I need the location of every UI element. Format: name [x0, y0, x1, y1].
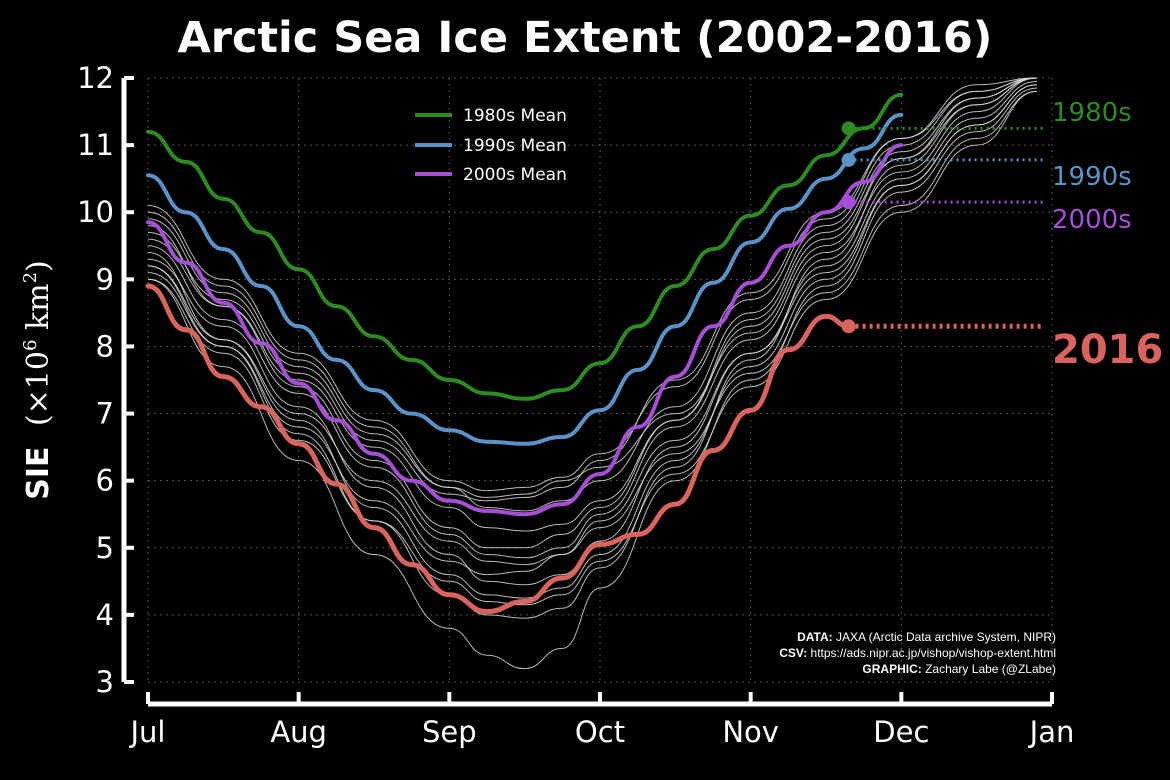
x-tick-label-nov: Nov: [722, 715, 779, 749]
y-axis-label: SIE (×106 km2): [20, 260, 56, 500]
series-line-2016: [145, 283, 852, 614]
tick-labels: 3 4 5 6 7 8 9 10 11 12 Jul Aug Sep Oct Nov Dec Jan: [77, 61, 1074, 749]
credit-graphic-label: GRAPHIC:: [862, 662, 921, 676]
year-line-9: [147, 77, 1037, 498]
y-tick-label-10: 10: [77, 195, 114, 229]
mean-lines: [145, 92, 904, 614]
end-label-2016: 2016: [1052, 327, 1163, 373]
x-tick-label-aug: Aug: [270, 715, 327, 749]
credit-csv-label: CSV:: [779, 646, 807, 660]
legend-label-2000s: 2000s Mean: [463, 165, 567, 185]
y-tick-label-8: 8: [96, 329, 114, 363]
x-tick-label-oct: Oct: [575, 715, 625, 749]
credit-graphic: GRAPHIC: Zachary Labe (@ZLabe): [862, 662, 1056, 676]
legend-label-1990s: 1990s Mean: [463, 136, 567, 156]
credits-block: DATA: JAXA (Arctic Data archive System, …: [779, 630, 1056, 676]
end-label-1990s: 1990s: [1052, 162, 1132, 192]
y-tick-label-7: 7: [96, 397, 114, 431]
year-line-4: [147, 84, 1037, 599]
y-axis-label-main: SIE: [21, 447, 56, 500]
legend: 1980s Mean 1990s Mean 2000s Mean: [415, 106, 567, 185]
series-line-1990s: [146, 112, 904, 446]
end-label-2000s: 2000s: [1052, 205, 1132, 235]
end-point-2000s: [841, 195, 856, 210]
x-tick-label-jan: Jan: [1028, 715, 1075, 749]
y-tick-label-6: 6: [96, 464, 114, 498]
y-tick-label-9: 9: [96, 262, 114, 296]
series-line-2000s: [146, 143, 904, 517]
y-axis-label-exponent-2: 2: [20, 272, 41, 283]
year-line-10: [147, 84, 1037, 576]
y-tick-label-12: 12: [77, 61, 114, 95]
x-tick-label-jul: Jul: [129, 715, 166, 749]
legend-label-1980s: 1980s Mean: [463, 106, 567, 126]
credit-graphic-text: Zachary Labe (@ZLabe): [922, 662, 1056, 676]
credit-csv-text: https://ads.nipr.ac.jp/vishop/vishop-ext…: [807, 646, 1056, 660]
x-tick-label-dec: Dec: [873, 715, 929, 749]
credit-data: DATA: JAXA (Arctic Data archive System, …: [797, 630, 1056, 644]
year-line-6: [147, 77, 1037, 619]
y-tick-label-11: 11: [77, 128, 114, 162]
credit-data-text: JAXA (Arctic Data archive System, NIPR): [833, 630, 1056, 644]
year-line-11: [147, 90, 1037, 566]
end-point-1990s: [841, 152, 856, 167]
series-line-1980s: [146, 92, 904, 401]
year-line-5: [147, 87, 1037, 670]
y-axis-label-exponent: 6: [20, 340, 41, 351]
credit-data-label: DATA:: [797, 630, 833, 644]
y-axis-label-units: (×10: [21, 351, 56, 426]
y-tick-label-4: 4: [96, 598, 114, 632]
year-line-2: [147, 77, 1037, 559]
end-point-1980s: [841, 121, 856, 136]
credit-csv: CSV: https://ads.nipr.ac.jp/vishop/visho…: [779, 646, 1056, 660]
y-tick-label-5: 5: [96, 531, 114, 565]
x-tick-label-sep: Sep: [422, 715, 477, 749]
end-label-1980s: 1980s: [1052, 98, 1132, 128]
y-tick-label-3: 3: [96, 665, 114, 699]
y-axis-label-units-tail: km: [21, 283, 56, 339]
end-point-2016: [841, 319, 856, 334]
chart-title: Arctic Sea Ice Extent (2002-2016): [178, 13, 993, 63]
year-line-13: [147, 90, 1037, 606]
end-labels: 1980s 1990s 2000s 2016: [841, 98, 1163, 373]
y-axis-label-close: ): [21, 260, 56, 272]
